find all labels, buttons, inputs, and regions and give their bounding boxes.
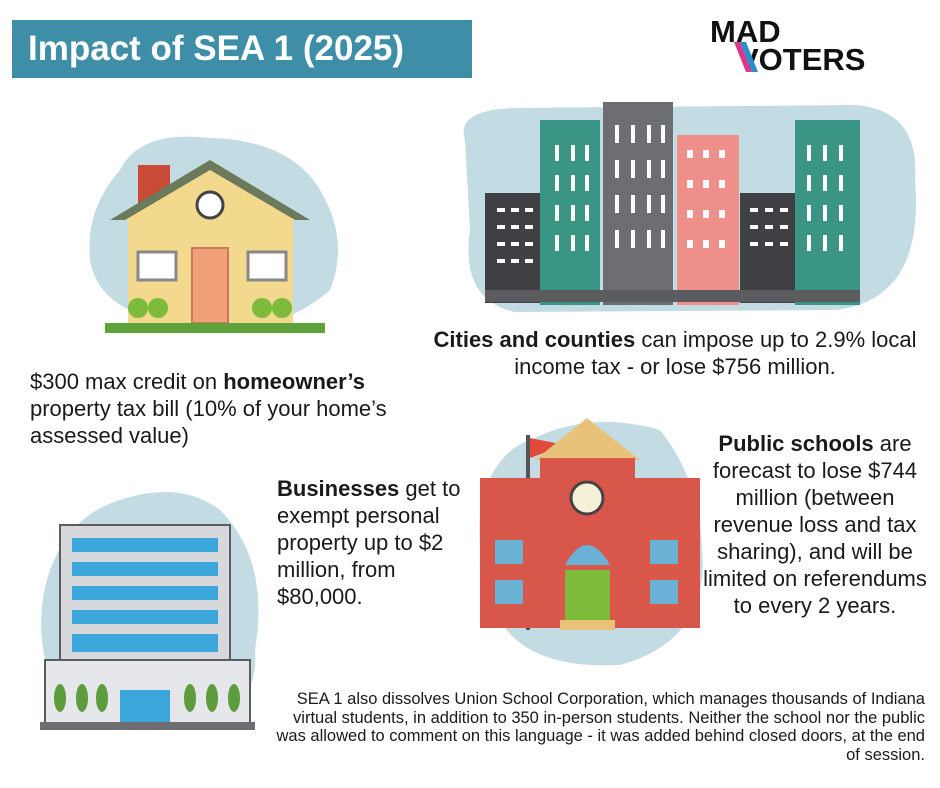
cities-counties-rest: can impose up to 2.9% local income tax -… <box>514 327 917 379</box>
homeowner-pre: $300 max credit on <box>30 369 224 394</box>
logo-line-2: VOTERS <box>738 42 866 77</box>
homeowner-bold: homeowner’s <box>223 369 366 394</box>
cities-counties-text: Cities and counties can impose up to 2.9… <box>425 326 925 380</box>
public-schools-rest: are forecast to lose $744 million (betwe… <box>703 431 927 618</box>
school-illustration <box>479 418 703 666</box>
mad-voters-logo: MAD VOTERS <box>710 14 866 77</box>
logo-v-mark-icon <box>734 42 758 72</box>
businesses-bold: Businesses <box>277 476 400 501</box>
public-schools-text: Public schools are forecast to lose $744… <box>700 430 930 619</box>
homeowner-rest: property tax bill (10% of your home’s as… <box>30 396 387 448</box>
homeowner-text: $300 max credit on homeowner’s property … <box>30 368 420 449</box>
businesses-text: Businesses get to exempt personal proper… <box>277 475 462 610</box>
office-building-illustration <box>40 492 259 730</box>
logo-line-1: MAD <box>710 14 781 49</box>
footer-note: SEA 1 also dissolves Union School Corpor… <box>276 690 926 764</box>
cities-counties-bold: Cities and counties <box>433 327 636 352</box>
page-title: Impact of SEA 1 (2025) <box>12 20 472 78</box>
city-skyline-illustration <box>463 102 916 312</box>
businesses-rest: get to exempt personal property up to $2… <box>277 476 461 609</box>
public-schools-bold: Public schools <box>718 431 874 456</box>
house-illustration <box>89 136 338 333</box>
